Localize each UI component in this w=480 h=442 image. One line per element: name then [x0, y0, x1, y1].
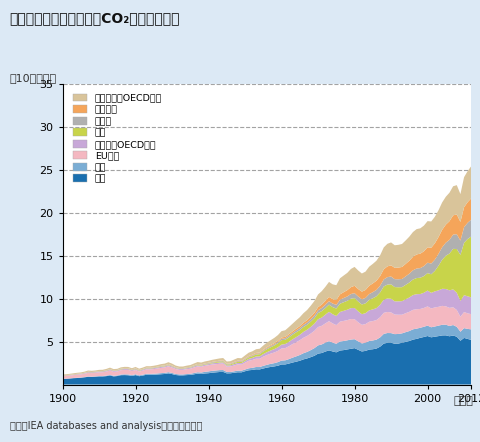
Text: 資料：IEA databases and analysisより環境省作成: 資料：IEA databases and analysisより環境省作成 — [10, 421, 202, 431]
Text: 主要国別エネルギー起源CO₂排出量の推移: 主要国別エネルギー起源CO₂排出量の推移 — [10, 11, 180, 25]
Text: （10億トン）: （10億トン） — [10, 73, 57, 83]
Text: （年）: （年） — [453, 396, 473, 406]
Legend: その他の非OECD諸国, 中東地域, インド, 中国, その他のOECD諸国, EU諸国, 日本, 米国: その他の非OECD諸国, 中東地域, インド, 中国, その他のOECD諸国, … — [71, 91, 164, 186]
